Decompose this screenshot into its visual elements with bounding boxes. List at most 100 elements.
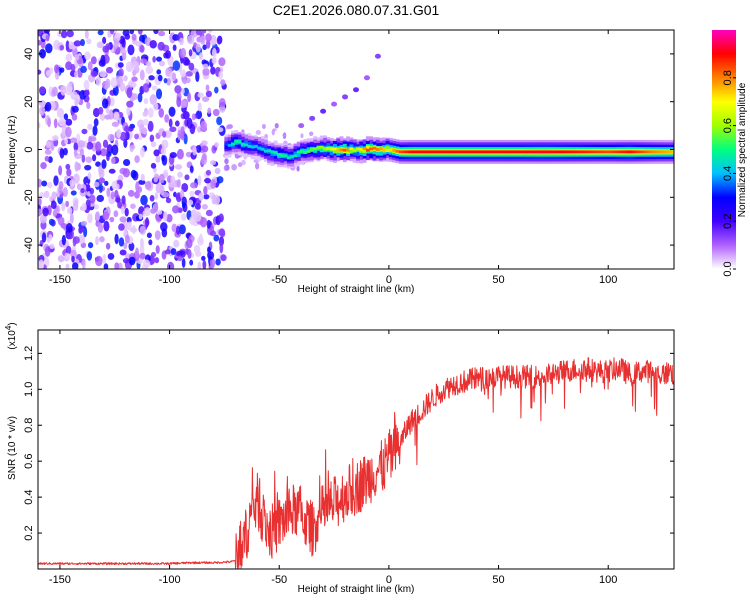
snr-y-tick-label: 0.2 [23, 525, 35, 540]
noise-speck [110, 77, 118, 89]
noise-speck [40, 162, 47, 170]
noise-speck [96, 194, 105, 203]
noise-speck [148, 75, 155, 81]
ridge-cell [527, 150, 531, 154]
noise-speck [45, 70, 52, 77]
noise-speck [182, 56, 190, 66]
noise-speck [86, 101, 91, 110]
ridge-cell [237, 140, 242, 144]
noise-speck [187, 248, 192, 259]
snr-x-axis-title: Height of straight line (km) [298, 584, 415, 595]
noise-speck [73, 149, 78, 157]
noise-speck [155, 88, 163, 100]
ridge-cell [661, 150, 666, 154]
noise-speck [45, 141, 52, 149]
noise-speck [218, 70, 224, 80]
noise-speck [89, 187, 95, 195]
noise-speck [129, 227, 138, 233]
noise-speck [137, 92, 143, 103]
snr-frame-border [37, 329, 675, 570]
snr-y-scale-note: (x104) [4, 322, 18, 349]
ridge-cell [487, 150, 492, 154]
ridge-cell [319, 145, 324, 149]
ridge-cell [270, 151, 275, 157]
ridge-cell [365, 148, 370, 152]
noise-speck [39, 48, 47, 59]
spectrogram-y-tick-label: -20 [23, 189, 35, 205]
noise-speck [211, 57, 217, 65]
noise-speck [44, 155, 50, 162]
colorbar-gradient [712, 30, 736, 269]
noise-speck [185, 70, 193, 77]
noise-speck [197, 236, 204, 246]
noise-speck [130, 169, 137, 179]
noise-speck [65, 163, 71, 170]
noise-speck [54, 64, 60, 74]
noise-speck [217, 127, 224, 133]
noise-speck [60, 30, 68, 39]
ridge-cell [352, 148, 357, 152]
noise-speck [87, 172, 92, 180]
noise-speck [180, 69, 186, 78]
noise-speck [172, 60, 181, 71]
noise-speck [180, 47, 187, 59]
ridge-cell [474, 150, 479, 154]
colorbar-label: Normalized spectral amplitude [737, 82, 748, 217]
noise-speck [201, 152, 207, 161]
ridge-cell [402, 150, 406, 154]
noise-speck [84, 30, 89, 39]
ridge-cell [349, 147, 354, 153]
noise-speck [216, 116, 223, 126]
noise-speck [119, 82, 126, 92]
noise-speck [186, 238, 193, 249]
noise-speck [65, 223, 73, 233]
ridge-cell [451, 150, 456, 154]
noise-speck [137, 186, 143, 193]
ridge-cell [471, 150, 476, 154]
noise-speck [129, 30, 135, 35]
noise-speck [38, 198, 42, 206]
snr-y-tick-label: 0.4 [23, 489, 35, 504]
noise-speck [161, 139, 169, 149]
colorbar-tick-label: 0.6 [722, 118, 734, 133]
figure-title: C2E1.2026.080.07.31.G01 [273, 2, 440, 18]
spectrogram-x-axis-title: Height of straight line (km) [298, 284, 415, 295]
noise-speck [201, 96, 210, 103]
noise-speck [205, 90, 213, 98]
ridge-cell [438, 150, 443, 154]
noise-speck [87, 213, 93, 224]
noise-speck [148, 239, 153, 246]
noise-speck [220, 79, 226, 86]
noise-speck [140, 173, 145, 182]
ridge-cell [300, 150, 304, 153]
noise-speck [202, 63, 209, 69]
noise-speck [195, 71, 200, 83]
noise-speck [86, 251, 93, 261]
noise-speck [119, 131, 127, 141]
noise-speck [237, 162, 243, 168]
noise-speck [59, 44, 65, 51]
noise-speck [124, 234, 130, 244]
noise-speck [119, 249, 127, 256]
noise-speck [129, 82, 137, 88]
noise-speck [197, 175, 202, 186]
noise-speck [149, 195, 155, 202]
noise-speck [66, 168, 72, 177]
noise-speck [117, 62, 124, 68]
noise-speck [176, 96, 182, 108]
snr-frame [37, 329, 675, 570]
ridge-cell [497, 150, 502, 154]
ridge-cell [576, 150, 581, 154]
noise-speck [128, 256, 136, 266]
ridge-cell [556, 150, 561, 154]
noise-speck [171, 72, 177, 81]
noise-speck [139, 146, 145, 158]
colorbar-tick-label: 0.2 [722, 214, 734, 229]
noise-speck [205, 84, 210, 92]
colorbar-tick-label: 0.8 [722, 70, 734, 85]
ridge-cell [599, 150, 604, 154]
ridge-cell [369, 147, 374, 151]
ridge-cell [573, 150, 578, 154]
noise-speck [202, 67, 210, 76]
noise-speck [52, 135, 59, 141]
